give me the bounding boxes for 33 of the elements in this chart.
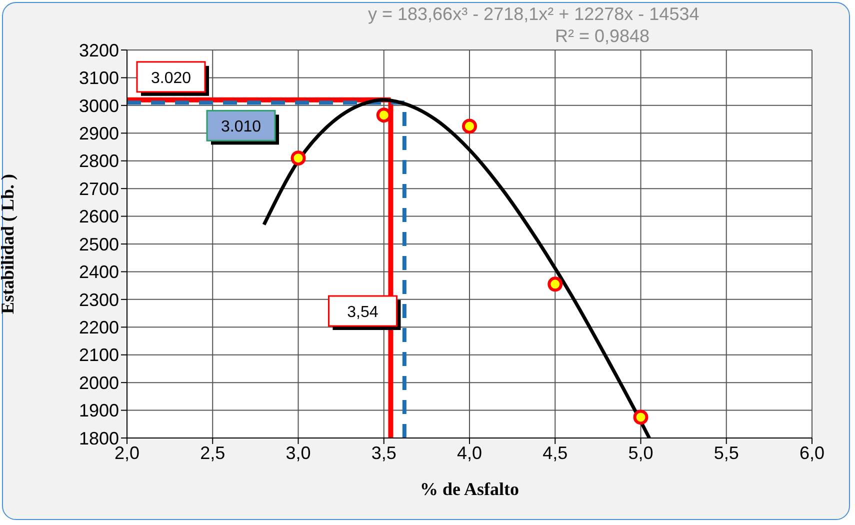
ref-line-label: 3,54 xyxy=(347,304,378,321)
y-tick-label: 2800 xyxy=(78,151,119,172)
y-tick-label: 2000 xyxy=(78,372,119,393)
x-tick-label: 3,0 xyxy=(286,442,311,463)
y-tick-label: 1900 xyxy=(78,400,119,421)
y-tick-label: 3100 xyxy=(78,68,119,88)
x-tick-label: 4,0 xyxy=(456,442,482,463)
x-tick-label: 4,5 xyxy=(542,442,568,463)
y-tick-label: 2700 xyxy=(78,178,119,199)
x-tick-label: 5,5 xyxy=(714,442,739,463)
y-tick-label: 2500 xyxy=(78,234,119,254)
y-tick-label: 2600 xyxy=(78,206,119,227)
y-tick-label: 3200 xyxy=(78,40,119,60)
x-tick-label: 5,0 xyxy=(628,442,654,463)
x-tick-label: 2,5 xyxy=(200,442,226,463)
x-axis-title: % de Asfalto xyxy=(420,479,519,499)
text: R² = 0,9848 xyxy=(555,26,650,47)
y-tick-label: 2400 xyxy=(78,262,119,282)
text: y = 183,66x³ - 2718,1x² + 12278x - 14534 xyxy=(368,4,700,25)
x-tick-label: 3,5 xyxy=(371,442,396,463)
point xyxy=(462,118,477,134)
point xyxy=(290,150,306,166)
point xyxy=(633,410,648,425)
y-tick-label: 3000 xyxy=(78,96,119,116)
point xyxy=(548,276,563,292)
x-tick-label: 6,0 xyxy=(799,442,825,463)
ref-line-label: 3.020 xyxy=(150,70,192,87)
y-axis-title: Estabilidad ( Lb. ) xyxy=(0,174,18,314)
y-tick-label: 2100 xyxy=(78,345,119,366)
ref-line-label: 3.010 xyxy=(220,118,262,136)
y-tick-label: 2200 xyxy=(78,318,119,338)
y-tick-label: 2300 xyxy=(78,290,119,310)
y-tick-label: 2900 xyxy=(78,124,119,144)
